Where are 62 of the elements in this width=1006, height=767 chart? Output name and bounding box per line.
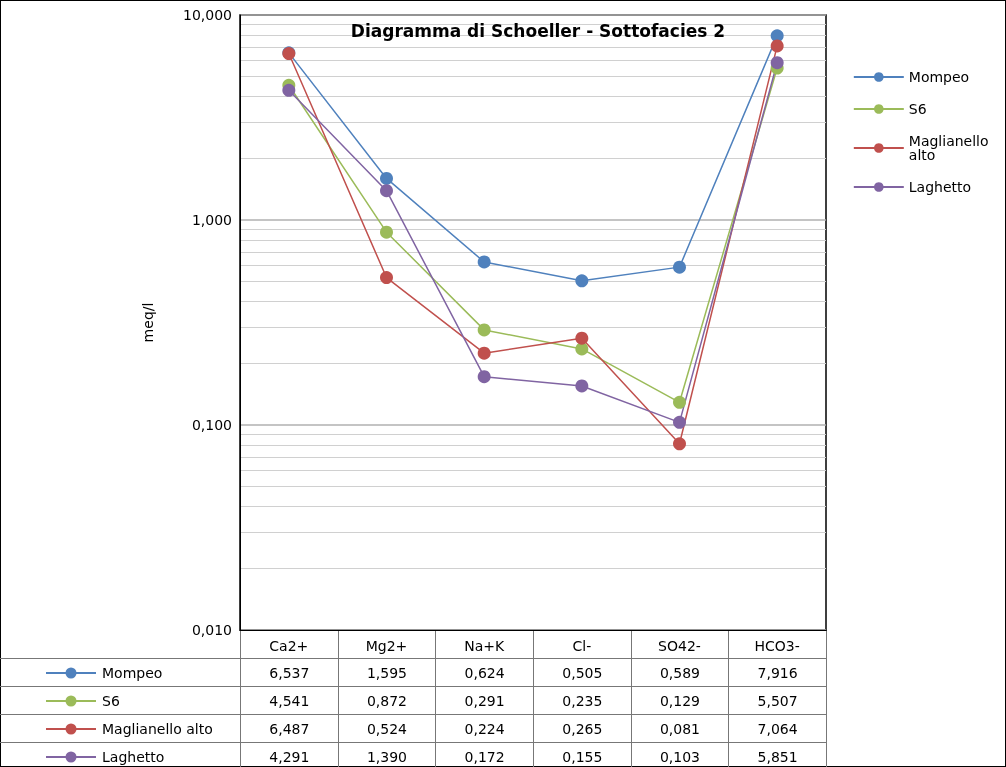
- data-label: 7,064: [728, 714, 827, 743]
- data-label: 4,541: [240, 686, 339, 715]
- point: [575, 331, 589, 345]
- x-tick-label: Mg2+: [365, 638, 408, 654]
- data-label: 0,524: [337, 714, 437, 743]
- x-tick-label: HCO3-: [754, 638, 800, 654]
- y-tick-label: 1,000: [191, 212, 232, 228]
- point: [673, 395, 686, 409]
- point: [477, 255, 491, 269]
- data-label: 5,507: [728, 686, 827, 715]
- data-label: 0,129: [630, 686, 730, 715]
- point: [380, 171, 393, 185]
- data-label: 0,624: [435, 658, 534, 687]
- point: [575, 379, 589, 393]
- data-label: 0,872: [337, 686, 437, 715]
- x-tick-label: Na+K: [464, 638, 505, 654]
- data-label: 6,487: [240, 714, 339, 743]
- point: [770, 39, 784, 53]
- x-tick-label: SO42-: [658, 638, 701, 654]
- data-label: 0,155: [533, 742, 632, 767]
- point: [575, 274, 589, 288]
- x-tick-label: Ca2+: [269, 638, 309, 654]
- point: [380, 271, 393, 285]
- data-label: 0,291: [435, 686, 534, 715]
- text: Laghetto: [102, 748, 165, 765]
- text: Maglianello alto: [102, 720, 213, 737]
- y-tick-label: 0,100: [191, 417, 232, 433]
- data-label: 5,851: [728, 742, 827, 767]
- point: [673, 260, 686, 274]
- chart-title: Diagramma di Schoeller - Sottofacies 2: [350, 20, 726, 41]
- data-label: 0,265: [533, 714, 632, 743]
- point: [477, 323, 491, 337]
- data-label: 7,916: [728, 658, 827, 687]
- point: [282, 83, 296, 97]
- data-label: 0,235: [533, 686, 632, 715]
- point: [380, 225, 393, 239]
- legend-label: Maglianello alto: [908, 133, 993, 163]
- point: [477, 346, 491, 360]
- point: [477, 370, 491, 384]
- point: [380, 184, 393, 198]
- data-label: 6,537: [240, 658, 339, 687]
- data-label: 0,589: [630, 658, 730, 687]
- y-axis-title: meq/l: [140, 302, 156, 343]
- text: Mompeo: [102, 664, 163, 681]
- data-label: 4,291: [240, 742, 339, 767]
- point: [673, 415, 686, 429]
- data-label: 0,103: [630, 742, 730, 767]
- legend-label: Laghetto: [908, 179, 972, 195]
- y-tick-label: 10,000: [183, 7, 232, 23]
- y-tick-label: 0,010: [191, 622, 232, 638]
- x-tick-label: Cl-: [572, 638, 592, 654]
- data-label: 0,505: [533, 658, 632, 687]
- point: [770, 56, 784, 70]
- data-label: 1,595: [337, 658, 437, 687]
- data-label: 0,172: [435, 742, 534, 767]
- data-label: 1,390: [337, 742, 437, 767]
- text: S6: [102, 692, 120, 709]
- point: [673, 437, 686, 451]
- data-label: 0,224: [435, 714, 534, 743]
- legend-label: Mompeo: [908, 69, 970, 85]
- legend-label: S6: [908, 101, 927, 117]
- data-label: 0,081: [630, 714, 730, 743]
